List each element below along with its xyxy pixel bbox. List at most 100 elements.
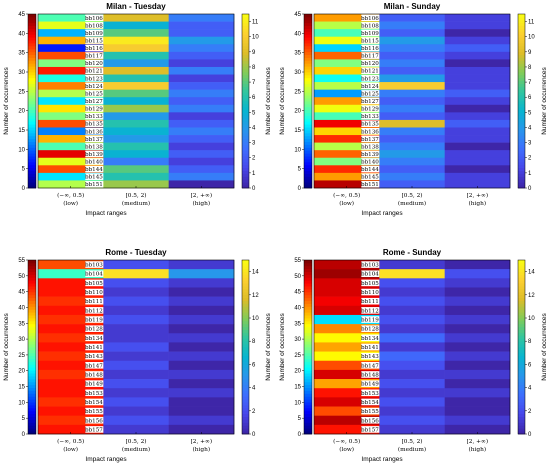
colorbar-step <box>518 396 525 400</box>
colorbar-step <box>242 416 249 420</box>
colorbar-step <box>518 121 525 125</box>
y-axis-label: Number of occurrences <box>3 66 10 134</box>
heatmap-cell <box>38 180 104 189</box>
heatmap-cell <box>444 269 511 279</box>
x-axis: (−∞, 0.5)(low) [0.5, 2)(medium) [2, +∞)(hi… <box>333 432 488 453</box>
heatmap-cell <box>444 351 511 362</box>
heatmap-cell <box>444 379 511 389</box>
x-axis: (−∞, 0.5)(low) [0.5, 2)(medium) [2, +∞)(hi… <box>333 186 488 207</box>
colorbar-step <box>518 77 525 82</box>
heatmap-cell <box>38 150 104 159</box>
row-label: bb127 <box>85 99 103 105</box>
left-colorbar-step <box>304 335 312 339</box>
left-colorbar-step <box>304 370 312 374</box>
colorbar-step <box>518 66 525 70</box>
colorbar-step <box>242 34 249 38</box>
row-label-box <box>361 352 380 360</box>
row-label: bb120 <box>361 61 379 67</box>
left-colorbar-step <box>304 89 312 93</box>
heatmap-cell <box>314 333 380 343</box>
row-label: bb104 <box>85 272 103 278</box>
colorbar-step <box>242 419 249 423</box>
colorbar-step <box>242 69 249 73</box>
colorbar-step <box>518 335 525 339</box>
colorbar-step <box>242 378 249 383</box>
colorbar-step <box>242 89 249 93</box>
row-label: bb108 <box>85 23 103 29</box>
colorbar-step <box>242 63 249 67</box>
left-colorbar-step <box>304 428 312 432</box>
y-tick-label: 10 <box>294 400 301 406</box>
row-label: bb151 <box>85 182 103 188</box>
heatmap-cell <box>38 424 104 435</box>
row-label: bb157 <box>361 427 379 433</box>
left-colorbar <box>27 259 37 435</box>
row-label: bb154 <box>361 400 379 406</box>
colorbar-tick-label: 12 <box>528 293 535 299</box>
colorbar-step <box>518 286 525 290</box>
left-colorbar-step <box>28 410 36 415</box>
left-colorbar-step <box>304 25 312 29</box>
left-colorbar-step <box>28 92 36 96</box>
heatmap-cell <box>444 305 511 316</box>
heatmap-cell <box>168 51 235 60</box>
row-label: bb128 <box>85 327 103 333</box>
heatmap-cell <box>379 165 445 174</box>
colorbar-step <box>242 265 249 270</box>
heatmap-cell <box>379 388 445 398</box>
heatmap-cell <box>103 74 169 83</box>
colorbar-step <box>242 54 249 58</box>
row-label: bb149 <box>85 382 103 388</box>
left-colorbar-step <box>28 60 36 64</box>
colorbar-tick-label: 11 <box>252 20 259 26</box>
heatmap-cell <box>314 157 380 166</box>
left-colorbar-step <box>304 130 312 134</box>
colorbar-step <box>242 431 249 435</box>
left-colorbar-step <box>28 31 36 35</box>
heatmap-cell <box>379 82 445 90</box>
chart-title: Milan - Tuesday <box>106 2 166 11</box>
heatmap-cell <box>103 36 169 45</box>
left-colorbar-step <box>304 289 312 293</box>
colorbar-step <box>242 80 249 84</box>
left-colorbar-step <box>28 320 36 325</box>
heatmap-cell <box>38 379 104 389</box>
colorbar-tick-label: 8 <box>528 339 532 345</box>
heatmap-cell <box>314 269 380 279</box>
colorbar-step <box>518 31 525 35</box>
heatmap-cell <box>444 119 511 128</box>
row-label: bb112 <box>85 308 103 314</box>
left-colorbar-step <box>304 31 312 35</box>
heatmap-cell <box>379 269 445 279</box>
colorbar-step <box>518 156 525 160</box>
colorbar-tick-label: 10 <box>528 35 535 41</box>
colorbar-step <box>518 376 525 380</box>
x-tick-label: (−∞, 0.5) <box>57 192 84 199</box>
row-label: bb140 <box>85 160 103 166</box>
heatmap-cell <box>103 66 169 75</box>
colorbar-label: Number of occurrences <box>541 312 548 380</box>
heatmap-cell <box>314 66 380 75</box>
heatmap-cell <box>168 287 235 297</box>
left-colorbar-step <box>28 349 36 354</box>
left-colorbar-step <box>28 271 36 275</box>
row-label: bb145 <box>361 175 379 181</box>
heatmap-cell <box>103 406 169 416</box>
row-label-box <box>85 14 104 22</box>
colorbar-frame <box>517 259 526 435</box>
colorbar-step <box>518 393 525 397</box>
left-colorbar-step <box>304 72 312 76</box>
heatmap-cell <box>314 142 380 151</box>
colorbar-step <box>242 86 249 90</box>
left-colorbar-step <box>304 271 312 275</box>
row-label: bb123 <box>361 76 379 82</box>
left-colorbar-step <box>304 121 312 125</box>
colorbar-step <box>518 280 525 284</box>
heatmap-cell <box>444 388 511 398</box>
heatmap-cell <box>103 29 169 37</box>
heatmap-cell <box>168 74 235 83</box>
colorbar-step <box>242 260 249 264</box>
colorbar-step <box>242 147 249 151</box>
y-tick-label: 0 <box>298 186 302 192</box>
left-colorbar-step <box>304 45 312 50</box>
